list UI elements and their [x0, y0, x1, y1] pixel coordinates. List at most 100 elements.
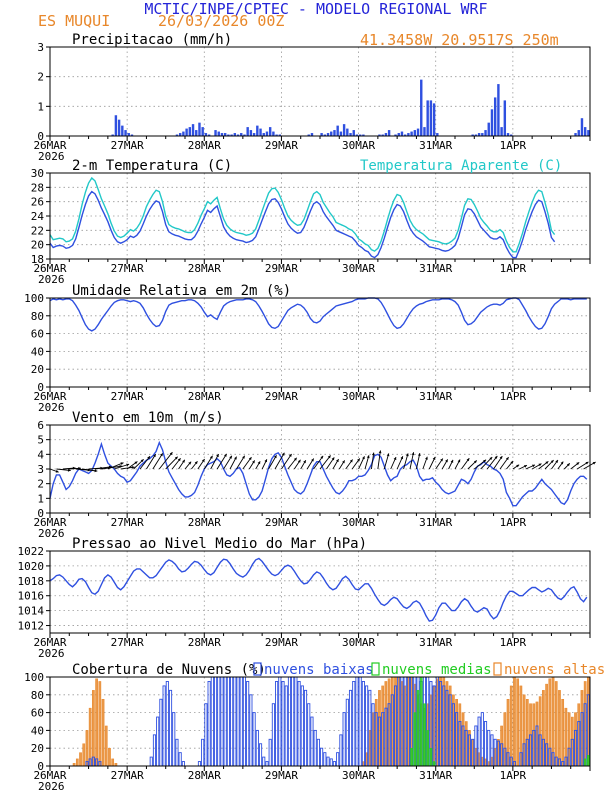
cloud-bar — [265, 761, 269, 767]
wind-arrow-head — [234, 456, 237, 460]
wind-arrow-head — [248, 457, 252, 461]
precip-bar — [497, 84, 500, 136]
wind-arrow — [409, 452, 415, 470]
wind-arrow-head — [555, 460, 558, 463]
precip-bar — [310, 133, 314, 136]
x-tick-label: 29MAR — [265, 769, 298, 782]
wind-arrow — [319, 455, 331, 470]
wind-arrow-head — [560, 461, 564, 465]
wind-arrow-head — [274, 455, 277, 459]
wind-arrow — [415, 453, 421, 470]
x-tick-label: 31MAR — [419, 262, 452, 275]
y-tick-label: 1 — [37, 100, 44, 113]
precip-bar — [510, 134, 513, 136]
x-axis-year: 2026 — [38, 527, 65, 540]
precip-bar — [275, 134, 278, 136]
cloud-bar — [197, 761, 202, 767]
wind-arrow-head — [357, 458, 360, 462]
precip-bar — [477, 133, 481, 136]
x-tick-label: 1APR — [500, 769, 527, 782]
wind-arrow — [152, 453, 164, 470]
cloud-bar — [95, 678, 98, 767]
panel-title: Vento em 10m (m/s) — [72, 410, 224, 426]
wind-arrow-head — [349, 459, 353, 463]
y-axis-ticks: 0 20 40 60 80 100 — [24, 292, 50, 394]
y-tick-label: 1022 — [18, 545, 45, 558]
y-tick-label: 40 — [31, 724, 44, 737]
precip-bar — [429, 100, 433, 136]
cloud-bar — [172, 712, 176, 767]
x-tick-label: 29MAR — [265, 636, 298, 649]
wind-arrow-head — [532, 464, 535, 468]
x-tick-label: 27MAR — [111, 390, 144, 403]
cloud-legend: nuvens baixas nuvens medias nuvens altas — [253, 662, 605, 678]
precip-bar — [236, 134, 240, 136]
precip-bar — [195, 130, 198, 136]
wind-arrow-head — [194, 461, 198, 465]
precip-bar — [333, 130, 336, 136]
wind-arrow-head — [229, 455, 232, 459]
cloud-bar — [432, 761, 436, 767]
y-tick-label: 100 — [24, 671, 44, 684]
cloud-series-nuvens-medias — [410, 676, 590, 767]
wind-arrow-head — [545, 461, 549, 465]
x-axis-year: 2026 — [38, 401, 65, 414]
cloud-bar — [336, 752, 340, 767]
cloud-bar — [516, 678, 520, 767]
cloud-bar — [587, 755, 590, 767]
wind-arrow — [480, 456, 493, 470]
precip-bar — [400, 131, 404, 136]
cloud-bar — [181, 761, 185, 767]
cloud-bar — [297, 681, 301, 767]
y-axis-ticks: 1012 1014 1016 1018 1020 1022 — [18, 545, 50, 633]
x-tick-label: 29MAR — [265, 390, 298, 403]
wind-arrow — [274, 452, 285, 470]
precip-bar — [223, 133, 227, 136]
precip-bar — [233, 133, 237, 136]
cloud-bar — [156, 716, 160, 767]
x-axis-ticks: 26MAR 27MAR 28MAR 29MAR 30MAR 31MAR 1APR 2026 — [33, 766, 591, 792]
y-tick-label: 30 — [31, 167, 44, 180]
apparent-temp-label: Temperatura Aparente (C) — [360, 158, 562, 174]
cloud-bar — [152, 734, 157, 767]
wind-arrow-head — [411, 452, 415, 456]
legend-swatch — [493, 662, 502, 676]
precip-bar — [394, 134, 397, 136]
wind-arrow-head — [362, 456, 365, 460]
precip-bar — [230, 134, 233, 136]
wind-arrow-head — [174, 456, 178, 460]
wind-arrow — [146, 453, 157, 470]
wind-arrow — [268, 454, 277, 470]
x-tick-label: 30MAR — [342, 390, 375, 403]
y-tick-label: 40 — [31, 345, 44, 358]
station-name: ES MUQUI — [38, 12, 110, 30]
wind-arrow-head — [366, 455, 370, 459]
precip-bar — [493, 97, 497, 136]
wind-arrow — [383, 453, 390, 470]
cloud-bar — [307, 703, 311, 767]
chart-main-title: MCTIC/INPE/CPTEC - MODELO REGIONAL WRF — [144, 0, 487, 18]
x-tick-label: 26MAR — [33, 139, 66, 152]
precip-bar — [474, 134, 478, 136]
precip-bar — [407, 133, 410, 136]
wind-arrow-head — [288, 453, 292, 457]
precip-bar — [249, 130, 253, 136]
y-tick-label: 1012 — [18, 620, 45, 633]
precip-bar — [471, 134, 474, 136]
wind-arrow — [403, 453, 409, 470]
cloud-bar — [361, 681, 365, 767]
precip-bar — [127, 133, 130, 136]
wind-arrow-head — [55, 469, 59, 473]
precip-bar — [346, 128, 349, 136]
precip-bar — [323, 134, 327, 136]
cloud-bar — [101, 699, 105, 767]
cloud-bar — [88, 707, 92, 767]
cloud-bar — [162, 685, 166, 767]
cloud-bar — [85, 730, 89, 767]
precip-bar — [339, 131, 343, 136]
wind-arrow — [313, 455, 324, 470]
